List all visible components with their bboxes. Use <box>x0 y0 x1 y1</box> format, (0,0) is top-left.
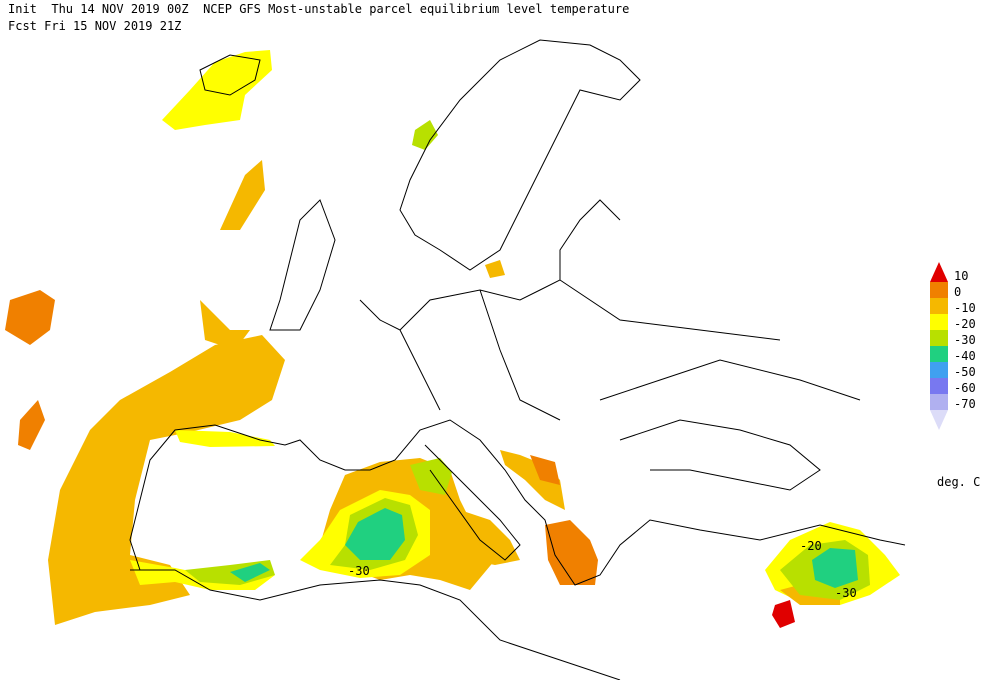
coastlines <box>129 39 906 680</box>
shaded-area <box>485 260 505 278</box>
legend-swatch <box>930 410 948 430</box>
legend-swatch <box>930 378 948 394</box>
shaded-area <box>18 400 45 450</box>
legend-label: 10 <box>954 269 968 283</box>
legend-swatch <box>930 394 948 410</box>
legend-swatch <box>930 330 948 346</box>
legend-swatch <box>930 346 948 362</box>
shaded-area <box>230 563 270 582</box>
legend-label: -70 <box>954 397 976 411</box>
contour-label: -30 <box>348 564 370 578</box>
legend-label: -60 <box>954 381 976 395</box>
legend-label: -20 <box>954 317 976 331</box>
coastline <box>130 569 621 680</box>
shaded-area <box>412 120 438 150</box>
coastline <box>399 39 641 271</box>
shaded-area <box>175 430 275 447</box>
legend-label: -40 <box>954 349 976 363</box>
coastline <box>269 199 336 331</box>
coastline <box>619 419 821 491</box>
shaded-area <box>5 290 55 345</box>
legend-label: 0 <box>954 285 961 299</box>
shaded-area <box>530 455 560 485</box>
contour-label: -30 <box>835 586 857 600</box>
shaded-area <box>500 450 565 510</box>
border <box>399 279 861 421</box>
legend-swatch <box>930 282 948 298</box>
legend-label: -30 <box>954 333 976 347</box>
shaded-area <box>460 510 520 565</box>
coastline <box>129 419 906 586</box>
header-line: Init Thu 14 NOV 2019 00Z NCEP GFS Most-u… <box>8 2 629 16</box>
legend-label: -10 <box>954 301 976 315</box>
shaded-area <box>812 548 858 588</box>
shaded-area <box>200 300 250 350</box>
header-line: Fcst Fri 15 NOV 2019 21Z <box>8 19 181 33</box>
shaded-area <box>772 600 795 628</box>
coastline <box>359 199 621 331</box>
shaded-area <box>48 335 285 625</box>
legend-unit: deg. C <box>937 475 980 489</box>
coastline <box>199 54 261 96</box>
shaded-area <box>545 520 598 585</box>
shaded-area <box>220 160 265 230</box>
legend-swatch <box>930 262 948 282</box>
legend-label: -50 <box>954 365 976 379</box>
contour-label: -20 <box>800 539 822 553</box>
legend: 10 0 -10 -20 -30 -40 -50 -60 -70 <box>930 262 976 430</box>
legend-swatch <box>930 314 948 330</box>
field-shading <box>5 50 900 628</box>
shaded-area <box>345 508 405 560</box>
coastline <box>424 444 521 561</box>
legend-swatch <box>930 362 948 378</box>
legend-swatch <box>930 298 948 314</box>
shaded-area <box>162 50 272 130</box>
